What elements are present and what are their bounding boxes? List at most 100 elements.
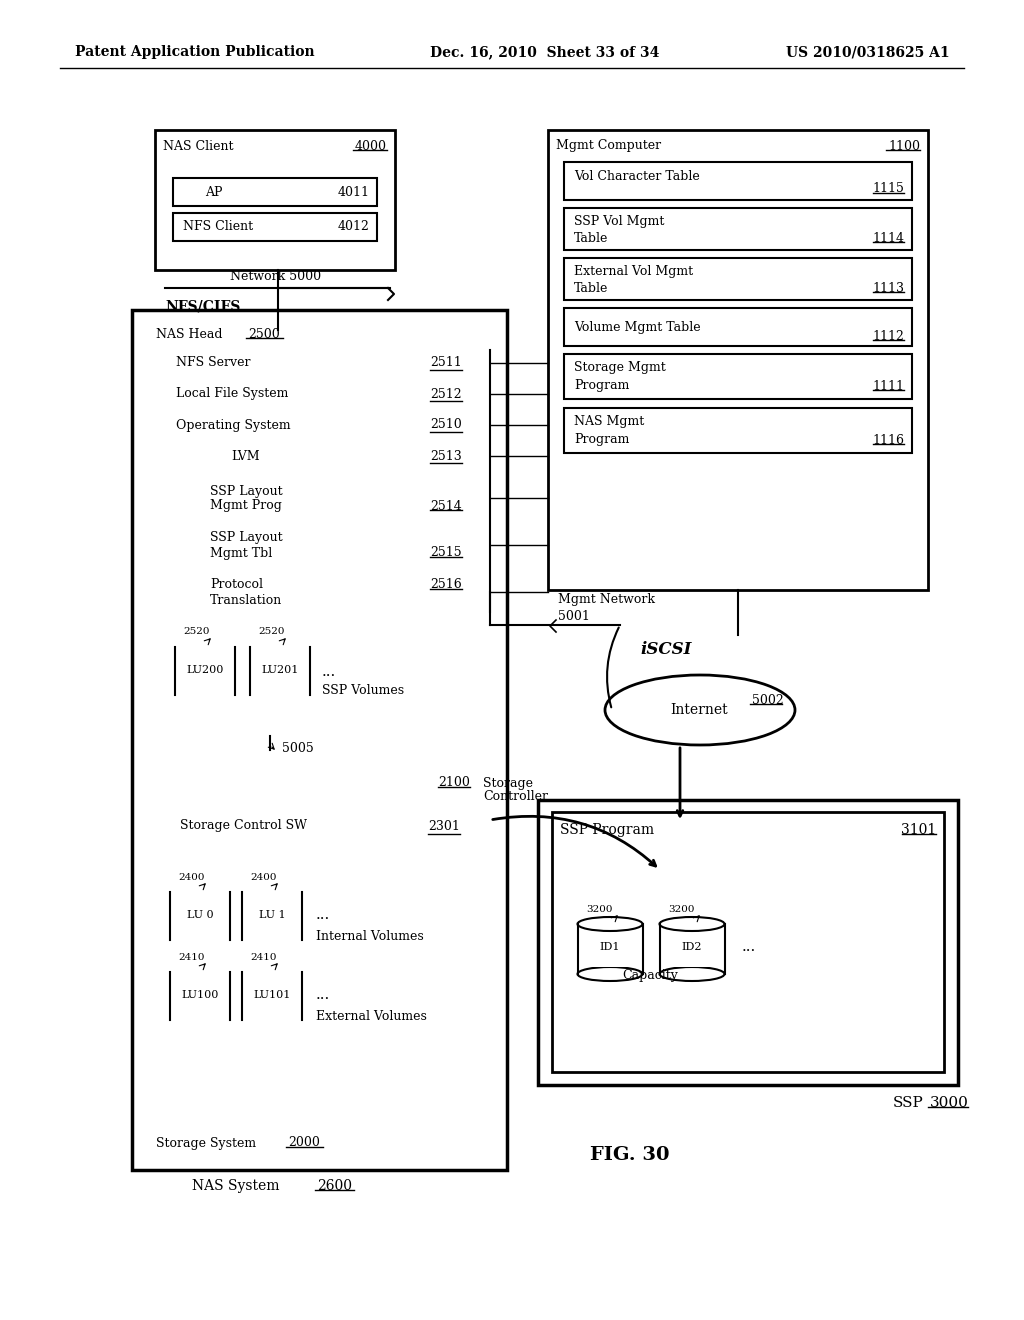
- Text: FIG. 30: FIG. 30: [590, 1146, 670, 1164]
- Ellipse shape: [578, 968, 642, 981]
- Text: External Volumes: External Volumes: [316, 1011, 427, 1023]
- Text: 4012: 4012: [338, 220, 370, 234]
- Text: 5001: 5001: [558, 610, 590, 623]
- Text: Storage System: Storage System: [156, 1137, 256, 1150]
- Text: 1114: 1114: [872, 231, 904, 244]
- Text: Program: Program: [574, 380, 630, 392]
- Ellipse shape: [250, 640, 310, 653]
- Bar: [242, 892, 302, 933]
- Ellipse shape: [170, 884, 230, 899]
- Text: 1116: 1116: [872, 433, 904, 446]
- Text: Translation: Translation: [210, 594, 283, 606]
- Bar: [564, 257, 912, 300]
- Text: SSP Program: SSP Program: [560, 822, 654, 837]
- Text: 1100: 1100: [888, 140, 920, 153]
- Bar: [659, 924, 725, 968]
- Ellipse shape: [242, 965, 302, 979]
- Text: Mgmt Network: Mgmt Network: [558, 594, 655, 606]
- Ellipse shape: [175, 640, 234, 653]
- Text: Internal Volumes: Internal Volumes: [316, 931, 424, 944]
- Text: ID1: ID1: [600, 942, 621, 952]
- Text: Program: Program: [574, 433, 630, 446]
- Bar: [538, 800, 958, 1085]
- Bar: [173, 178, 377, 206]
- Text: 2400: 2400: [178, 873, 205, 882]
- Bar: [564, 209, 912, 249]
- Text: Network 5000: Network 5000: [230, 269, 322, 282]
- Text: LU 0: LU 0: [186, 909, 213, 920]
- Bar: [166, 350, 472, 376]
- Text: NFS/CIFS: NFS/CIFS: [165, 300, 241, 313]
- Text: ID2: ID2: [682, 942, 702, 952]
- Text: SSP Vol Mgmt: SSP Vol Mgmt: [574, 215, 665, 228]
- Bar: [155, 129, 395, 271]
- Text: NAS Client: NAS Client: [163, 140, 233, 153]
- Text: Protocol: Protocol: [210, 578, 263, 591]
- Text: ...: ...: [316, 908, 331, 921]
- Text: 1111: 1111: [872, 380, 904, 392]
- Bar: [242, 972, 302, 1012]
- Text: 2510: 2510: [430, 418, 462, 432]
- Text: LVM: LVM: [231, 450, 260, 462]
- Text: 2520: 2520: [258, 627, 285, 636]
- Text: Operating System: Operating System: [176, 418, 291, 432]
- Text: 3200: 3200: [586, 904, 612, 913]
- Text: ...: ...: [322, 665, 336, 678]
- Text: Storage Control SW: Storage Control SW: [180, 820, 307, 833]
- Text: 3000: 3000: [930, 1096, 969, 1110]
- Ellipse shape: [170, 965, 230, 979]
- Text: 2511: 2511: [430, 356, 462, 370]
- Text: Storage Mgmt: Storage Mgmt: [574, 362, 666, 375]
- Text: LU100: LU100: [181, 990, 219, 1001]
- Ellipse shape: [242, 933, 302, 946]
- Ellipse shape: [605, 675, 795, 744]
- Text: iSCSI: iSCSI: [640, 642, 691, 659]
- Text: 2516: 2516: [430, 578, 462, 591]
- Text: 2515: 2515: [430, 546, 462, 560]
- Text: 2520: 2520: [183, 627, 210, 636]
- Ellipse shape: [242, 884, 302, 899]
- Text: 2000: 2000: [288, 1137, 319, 1150]
- Text: External Vol Mgmt: External Vol Mgmt: [574, 265, 693, 279]
- Bar: [564, 408, 912, 453]
- Bar: [166, 444, 472, 469]
- Text: 1113: 1113: [872, 281, 904, 294]
- Text: 1112: 1112: [872, 330, 904, 342]
- Ellipse shape: [170, 933, 230, 946]
- Text: SSP Layout: SSP Layout: [210, 484, 283, 498]
- Text: 2400: 2400: [250, 873, 276, 882]
- Ellipse shape: [242, 1012, 302, 1027]
- Bar: [175, 647, 234, 688]
- Text: 3200: 3200: [668, 904, 694, 913]
- Text: Patent Application Publication: Patent Application Publication: [75, 45, 314, 59]
- Text: LU200: LU200: [186, 665, 223, 675]
- Text: AP: AP: [205, 186, 222, 198]
- Bar: [132, 310, 507, 1170]
- Text: LU 1: LU 1: [259, 909, 286, 920]
- Bar: [564, 308, 912, 346]
- Text: ...: ...: [316, 987, 331, 1002]
- Bar: [170, 803, 468, 850]
- Text: 2512: 2512: [430, 388, 462, 400]
- Text: Local File System: Local File System: [176, 388, 289, 400]
- Text: Capacity: Capacity: [622, 969, 678, 982]
- Text: Controller: Controller: [483, 791, 548, 804]
- Text: Table: Table: [574, 231, 608, 244]
- Text: Mgmt Prog: Mgmt Prog: [210, 499, 282, 512]
- Bar: [200, 572, 470, 612]
- Bar: [548, 129, 928, 590]
- Ellipse shape: [175, 688, 234, 702]
- Text: 2600: 2600: [317, 1179, 352, 1193]
- Text: 2500: 2500: [248, 327, 280, 341]
- Bar: [170, 972, 230, 1012]
- Text: NFS Client: NFS Client: [183, 220, 253, 234]
- Bar: [564, 354, 912, 399]
- Text: SSP Layout: SSP Layout: [210, 532, 283, 544]
- Text: Storage: Storage: [483, 776, 534, 789]
- Ellipse shape: [659, 968, 725, 981]
- Text: 4000: 4000: [355, 140, 387, 153]
- Bar: [564, 162, 912, 201]
- Ellipse shape: [170, 1012, 230, 1027]
- Text: ...: ...: [742, 940, 757, 954]
- Text: 5002: 5002: [752, 693, 783, 706]
